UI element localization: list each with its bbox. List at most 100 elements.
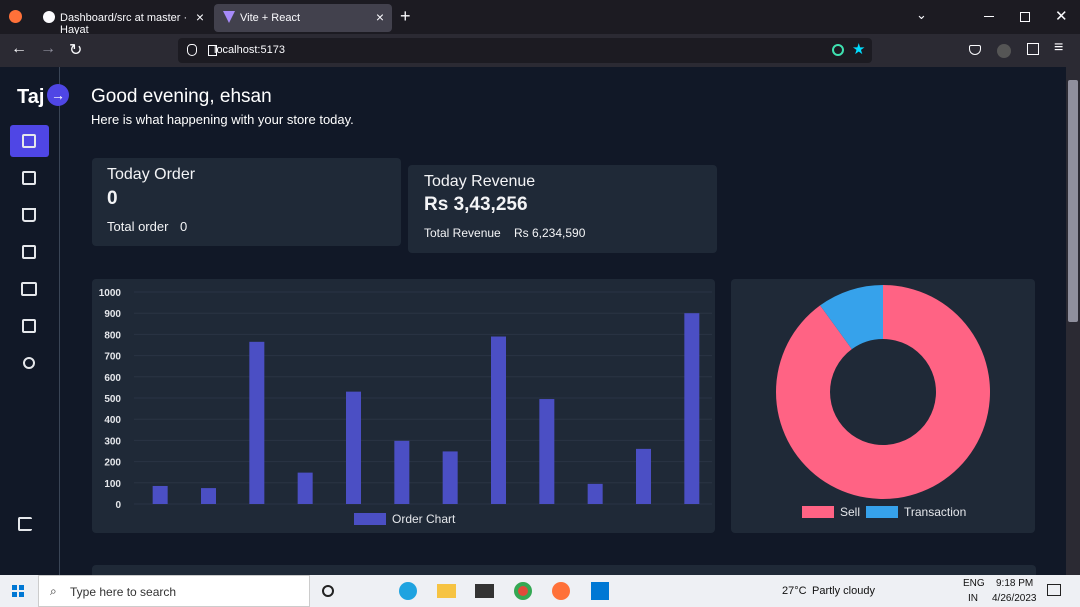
start-button[interactable] <box>12 585 24 597</box>
forward[interactable]: → <box>40 40 56 57</box>
logout[interactable] <box>18 517 32 531</box>
subtitle: Here is what happening with your store t… <box>91 112 354 127</box>
bar <box>684 313 700 504</box>
pie-slice <box>820 285 883 350</box>
search-box[interactable]: ⌕ Type here to search <box>38 575 310 607</box>
new-tab[interactable]: + <box>400 6 411 26</box>
page-icon <box>208 45 217 56</box>
y-tick-label: 0 <box>115 500 121 511</box>
notifications[interactable] <box>1047 584 1061 596</box>
bar <box>587 483 603 504</box>
scroll-thumb[interactable] <box>1068 80 1078 322</box>
url-field[interactable]: localhost:5173 ★ <box>178 38 872 63</box>
nav-cart[interactable] <box>22 208 36 222</box>
browser-logo <box>9 10 22 23</box>
nav-bar: ← → ↻ localhost:5173 ★ ≡ <box>0 34 1080 67</box>
tab-close[interactable]: × <box>195 9 204 25</box>
bar <box>491 336 506 504</box>
pie-slice <box>776 285 990 500</box>
order-card: Today Order 0 Total order 0 <box>92 158 401 246</box>
url: localhost:5173 <box>214 44 285 56</box>
y-tick-label: 100 <box>104 479 121 490</box>
legend-swatch <box>354 513 386 525</box>
nav-reports[interactable] <box>22 171 36 185</box>
legend-label: Order Chart <box>392 512 456 526</box>
legend-label: Transaction <box>904 505 966 519</box>
card-total-label: Total Revenue <box>424 226 501 240</box>
bar <box>346 391 361 504</box>
bar <box>539 399 555 504</box>
extensions[interactable] <box>1027 43 1039 55</box>
back[interactable]: ← <box>11 40 27 57</box>
mail[interactable] <box>475 584 494 598</box>
sidebar: Taj → <box>0 67 69 575</box>
y-tick-label: 1000 <box>99 288 122 299</box>
revenue-card: Today Revenue Rs 3,43,256 Total Revenue … <box>408 165 717 253</box>
nav-archive[interactable] <box>22 245 36 259</box>
card-title: Today Order <box>107 166 196 183</box>
nav-customers[interactable] <box>22 319 36 333</box>
tab[interactable]: Dashboard/src at master · Hayat × <box>34 4 212 36</box>
nav-payments[interactable] <box>21 282 37 296</box>
account[interactable] <box>997 44 1011 58</box>
app: Taj → Good evening, ehsan Here is what h… <box>0 67 1066 575</box>
taskbar: ⌕ Type here to search 27°C Partly cloudy… <box>0 575 1080 607</box>
bar <box>152 485 168 504</box>
chrome[interactable] <box>514 582 532 600</box>
explorer[interactable] <box>437 584 456 598</box>
y-tick-label: 500 <box>104 394 121 405</box>
y-tick-label: 800 <box>104 330 121 341</box>
next-panel <box>92 565 1036 575</box>
y-tick-label: 300 <box>104 436 121 447</box>
bookmark-star[interactable]: ★ <box>852 41 866 58</box>
tab-bar: Dashboard/src at master · Hayat × Vite +… <box>0 0 1080 36</box>
close-window[interactable]: ✕ <box>1055 8 1068 25</box>
tab-icon <box>223 11 235 23</box>
y-tick-label: 700 <box>104 352 121 363</box>
y-tick-label: 600 <box>104 373 121 384</box>
menu[interactable]: ≡ <box>1054 39 1064 56</box>
temperature: 27°C <box>782 585 807 597</box>
cortana[interactable] <box>322 585 334 597</box>
tab-list[interactable]: ⌄ <box>916 7 927 22</box>
y-tick-label: 400 <box>104 415 121 426</box>
firefox[interactable] <box>552 582 570 600</box>
minimize[interactable] <box>984 16 994 17</box>
card-total-value: Rs 6,234,590 <box>514 226 586 240</box>
pocket[interactable] <box>969 45 981 55</box>
card-value: Rs 3,43,256 <box>424 194 528 215</box>
collapse-button[interactable]: → <box>47 84 69 106</box>
region: IN <box>968 593 978 604</box>
tab-icon <box>43 11 55 23</box>
search-placeholder: Type here to search <box>70 585 177 599</box>
tab-close[interactable]: × <box>375 9 384 25</box>
nav-dashboard[interactable] <box>10 125 49 157</box>
scrollbar[interactable] <box>1066 67 1080 575</box>
brand: Taj <box>17 86 45 108</box>
edge[interactable] <box>399 582 417 600</box>
restore[interactable] <box>1020 12 1030 22</box>
legend-swatch <box>802 506 834 518</box>
tab-title: Vite + React <box>240 12 301 24</box>
vscode[interactable] <box>591 582 609 600</box>
clock-date: 4/26/2023 <box>992 593 1037 604</box>
extension-icon[interactable] <box>832 44 844 56</box>
charts: 0 100 200 300 400 500 600 700 800 900 1000 Order Ch… <box>99 285 990 526</box>
card-value: 0 <box>107 188 118 209</box>
tab-active[interactable]: Vite + React × <box>214 4 392 32</box>
greeting: Good evening, ehsan <box>91 86 272 107</box>
bar <box>636 448 651 504</box>
weather: Partly cloudy <box>812 585 875 597</box>
bar <box>297 472 313 504</box>
language: ENG <box>963 578 985 589</box>
reload[interactable]: ↻ <box>69 42 83 59</box>
shield-icon <box>187 44 197 56</box>
nav-theme[interactable] <box>23 357 35 369</box>
bar <box>394 440 410 504</box>
card-total-value: 0 <box>180 219 188 234</box>
legend-swatch <box>866 506 898 518</box>
bar <box>442 451 458 504</box>
clock-time: 9:18 PM <box>996 578 1034 589</box>
y-tick-label: 200 <box>104 458 121 469</box>
